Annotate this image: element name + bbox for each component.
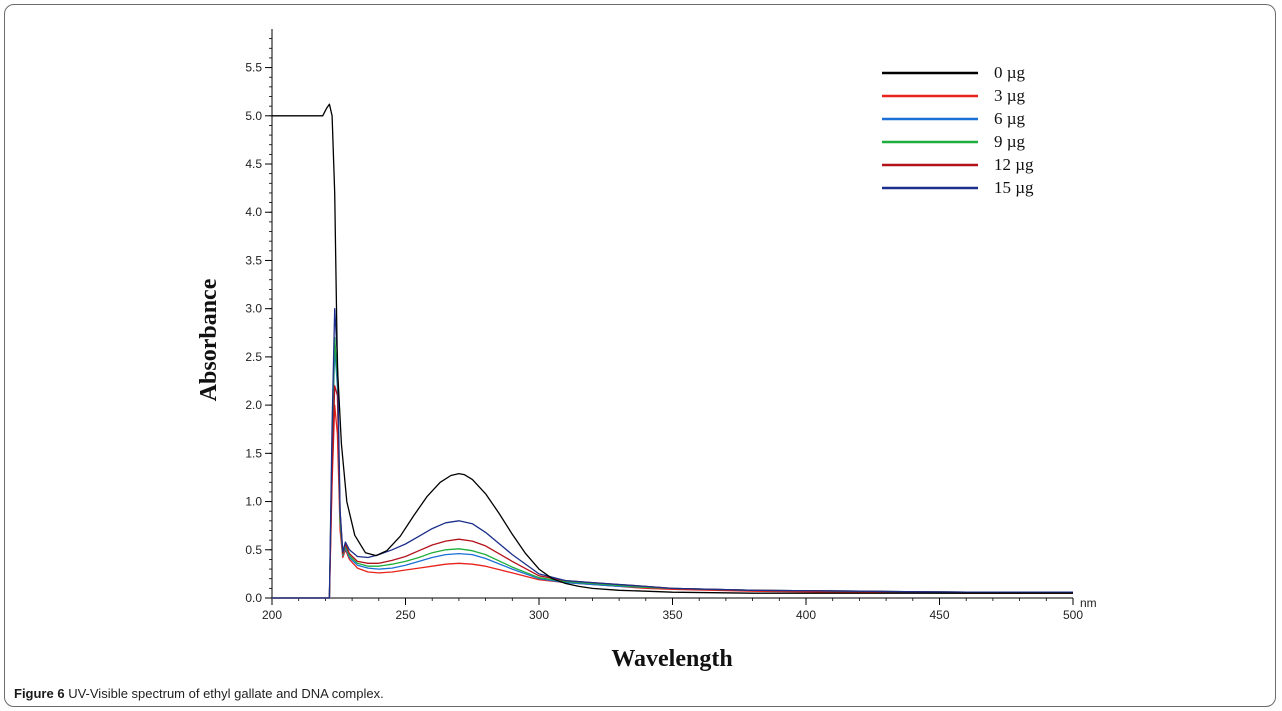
series-line-3 [272,336,1073,599]
figure-label: Figure 6 [14,686,65,701]
y-tick-label: 2.0 [245,398,262,412]
y-tick-label: 1.0 [245,495,262,509]
y-tick-label: 0.5 [245,543,262,557]
series-line-5 [272,308,1073,599]
y-tick-label: 5.0 [245,109,262,123]
x-tick-label: 250 [395,608,415,622]
y-axis-title: Absorbance [196,278,222,401]
x-tick-label: 200 [262,608,282,622]
x-tick-label: 350 [662,608,682,622]
series-layer [272,103,1073,599]
figure-frame [4,4,1276,707]
y-tick-label: 3.0 [245,302,262,316]
x-tick-label: 400 [796,608,816,622]
legend-label-3: 9 µg [994,132,1026,151]
y-tick-label: 4.5 [245,157,262,171]
x-tick-label: 500 [1063,608,1083,622]
legend-label-1: 3 µg [994,86,1026,105]
y-tick-label: 0.0 [245,591,262,605]
y-tick-label: 4.0 [245,205,262,219]
x-tick-label: 450 [929,608,949,622]
y-tick-label: 1.5 [245,446,262,460]
y-tick-label: 3.5 [245,253,262,267]
legend-label-5: 15 µg [994,178,1034,197]
legend-label-4: 12 µg [994,155,1034,174]
figure-caption-text: UV-Visible spectrum of ethyl gallate and… [68,686,384,701]
x-tick-label: 300 [529,608,549,622]
axes: 0.0 0.5 1.0 1.5 2.0 2.5 3.0 3.5 4.0 4.5 5.0 5.5 200 2… [245,29,1083,622]
x-axis-title: Wavelength [611,646,732,672]
legend-label-2: 6 µg [994,109,1026,128]
y-tick-label: 2.5 [245,350,262,364]
y-tick-label: 5.5 [245,61,262,75]
legend: 0 µg 3 µg 6 µg 9 µg 12 µg 15 µg [882,63,1034,197]
legend-label-0: 0 µg [994,63,1026,82]
figure-caption: Figure 6 UV-Visible spectrum of ethyl ga… [14,686,384,701]
series-line-0 [272,103,1073,594]
x-axis-unit: nm [1080,596,1097,610]
series-line-4 [272,385,1073,599]
series-line-1 [272,404,1073,599]
